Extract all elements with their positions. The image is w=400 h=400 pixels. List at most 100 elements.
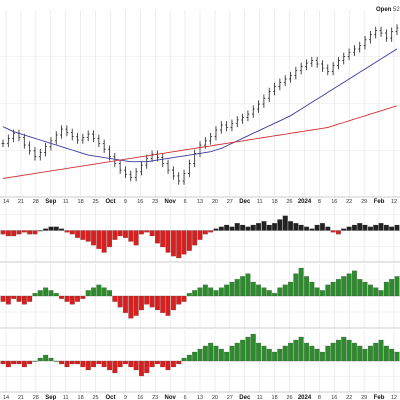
ohlc-bar: [310, 56, 314, 67]
indicator-2-bar: [16, 295, 22, 302]
indicator-2-bar: [304, 276, 310, 297]
indicator-3-bar: [176, 360, 182, 365]
indicator-1-bar: [192, 230, 198, 246]
indicator-1-bar: [59, 228, 65, 231]
indicator-1-bars: [0, 215, 400, 259]
ohlc-bar: [44, 142, 47, 157]
x-tick-label: Oct: [105, 199, 115, 205]
ohlc-bar: [331, 61, 335, 76]
indicator-2-bar: [378, 290, 384, 297]
indicator-2-bar: [352, 270, 357, 297]
indicator-2-bar: [293, 273, 299, 297]
ohlc-bar: [342, 52, 346, 65]
indicator-2-bar: [250, 281, 256, 297]
indicator-2-bar: [160, 295, 166, 313]
x-tick-label-bottom: 22: [346, 395, 352, 400]
indicator-3-bar: [85, 360, 91, 371]
indicator-3-bar: [122, 360, 128, 365]
indicator-3-bar: [224, 351, 230, 362]
x-tick-label-bottom: 29: [361, 395, 367, 400]
ohlc-bar: [187, 159, 191, 178]
ohlc-bar: [390, 27, 394, 42]
indicator-1-bar: [256, 223, 262, 231]
x-tick-label: 13: [197, 199, 203, 205]
x-tick-label: 23: [152, 199, 158, 205]
indicator-2-bar: [21, 295, 27, 305]
ohlc-bar: [161, 153, 165, 168]
ohlc-bar: [358, 41, 362, 53]
indicator-2-bar: [394, 276, 400, 297]
indicator-1-bar: [330, 230, 336, 233]
indicator-2-bar: [165, 295, 171, 316]
indicator-2-bar: [282, 284, 288, 297]
indicator-1-bar: [27, 230, 33, 235]
indicator-1-bar: [0, 230, 6, 235]
x-tick-label-bottom: Dec: [239, 395, 251, 400]
ohlc-bar: [374, 26, 378, 39]
indicator-2-bar: [192, 290, 198, 297]
indicator-3-bar: [336, 339, 341, 362]
x-tick-label: 6: [184, 199, 187, 205]
ohlc-bar: [209, 132, 213, 145]
indicator-3-bar: [101, 360, 107, 368]
indicator-1-bar: [133, 230, 139, 246]
indicator-1-bar: [218, 226, 224, 231]
panel-borders: [0, 196, 400, 393]
indicator-2-bar: [389, 279, 395, 297]
indicator-3-bar: [48, 357, 54, 362]
x-tick-label: Dec: [239, 199, 251, 205]
indicator-2-bar: [320, 290, 325, 297]
ohlc-bar: [6, 134, 10, 148]
indicator-1-bar: [288, 221, 294, 231]
indicator-1-bar: [37, 230, 43, 232]
x-tick-label-bottom: 25: [92, 395, 98, 400]
x-tick-label-bottom: 11: [63, 395, 69, 400]
x-tick-label-bottom: 18: [272, 395, 278, 400]
indicator-1-bar: [5, 230, 11, 237]
x-tick-label: 26: [286, 199, 292, 205]
indicator-1-bar: [368, 226, 373, 231]
ohlc-bar: [166, 159, 170, 174]
x-tick-label: 8: [318, 199, 321, 205]
indicator-3-bar: [5, 360, 11, 368]
indicator-1-bar: [112, 230, 118, 240]
indicator-2-bar: [202, 284, 208, 297]
x-tick-label: 16: [331, 199, 337, 205]
indicator-2-bar: [155, 295, 160, 311]
indicator-2-bar: [330, 281, 336, 297]
ohlc-bar: [33, 147, 37, 161]
indicator-3-bar: [394, 351, 400, 362]
ohlc-bar: [305, 59, 308, 71]
x-tick-label: 21: [18, 199, 24, 205]
indicator-1-bar: [69, 230, 75, 235]
ohlc-bar: [182, 169, 186, 185]
indicator-2-bar: [256, 284, 262, 297]
indicator-2-bar: [91, 287, 96, 297]
ohlc-bar: [81, 133, 85, 144]
indicator-3-bar: [383, 345, 389, 362]
ohlc-bar: [92, 130, 95, 143]
indicator-1-bar: [186, 230, 192, 251]
x-tick-label-bottom: 20: [212, 395, 218, 400]
x-tick-label-bottom: Oct: [105, 395, 115, 400]
indicator-3-bar: [181, 357, 187, 362]
ohlc-bar: [54, 131, 58, 145]
indicator-2-bar: [213, 290, 219, 297]
indicator-3-bar: [314, 348, 320, 362]
x-tick-label-bottom: 2024: [298, 395, 312, 400]
x-tick-label: 18: [272, 199, 278, 205]
indicator-2-bar: [75, 295, 80, 302]
ohlc-bar: [251, 105, 255, 118]
indicator-2-bar: [37, 290, 43, 297]
indicator-1-bar: [21, 230, 27, 233]
ohlc-bar: [65, 125, 69, 137]
indicator-2-bar: [229, 281, 235, 297]
indicator-2-bar: [336, 279, 341, 297]
indicator-1-bar: [224, 224, 230, 231]
indicator-1-bar: [202, 230, 208, 235]
indicator-3-bar: [229, 345, 235, 362]
indicator-2-bar: [383, 281, 389, 297]
indicator-1-bar: [208, 230, 214, 233]
ohlc-bar: [315, 56, 319, 68]
indicator-1-bar: [320, 223, 325, 231]
